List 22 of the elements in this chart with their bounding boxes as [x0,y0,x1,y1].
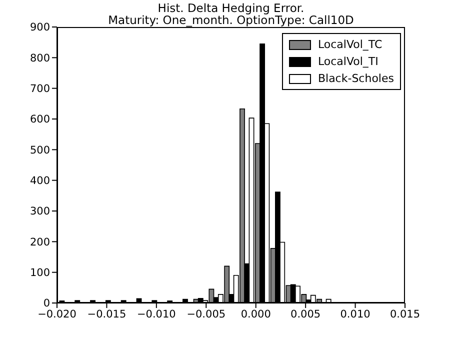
x-tick-label: −0.015 [87,308,126,320]
y-tick-label: 500 [30,144,50,156]
x-tick-label: −0.005 [186,308,226,320]
x-tick-label: −0.020 [38,308,76,320]
x-tick-label: −0.010 [137,308,176,320]
y-tick-label: 0 [43,298,50,310]
y-tick-label: 400 [30,175,50,188]
legend-label: LocalVol_TC [318,37,382,53]
x-tick-label: 0.005 [290,308,321,320]
y-tick-label: 100 [30,267,50,280]
legend-label: LocalVol_TI [318,54,378,70]
y-tick-label: 200 [30,236,50,248]
y-tick-label: 300 [30,206,50,218]
y-tick-label: 700 [30,83,50,96]
x-tick-label: 0.000 [240,308,271,320]
y-tick-label: 900 [30,22,50,34]
x-tick-label: 0.015 [390,308,420,320]
x-tick-label: 0.010 [340,308,370,320]
y-tick-label: 800 [30,52,50,64]
y-tick-label: 600 [30,114,50,126]
chart-title: Hist. Delta Hedging Error. Maturity: One_month. OptionType: Call10D [107,1,355,27]
legend-label: Black-Scholes [318,71,394,87]
